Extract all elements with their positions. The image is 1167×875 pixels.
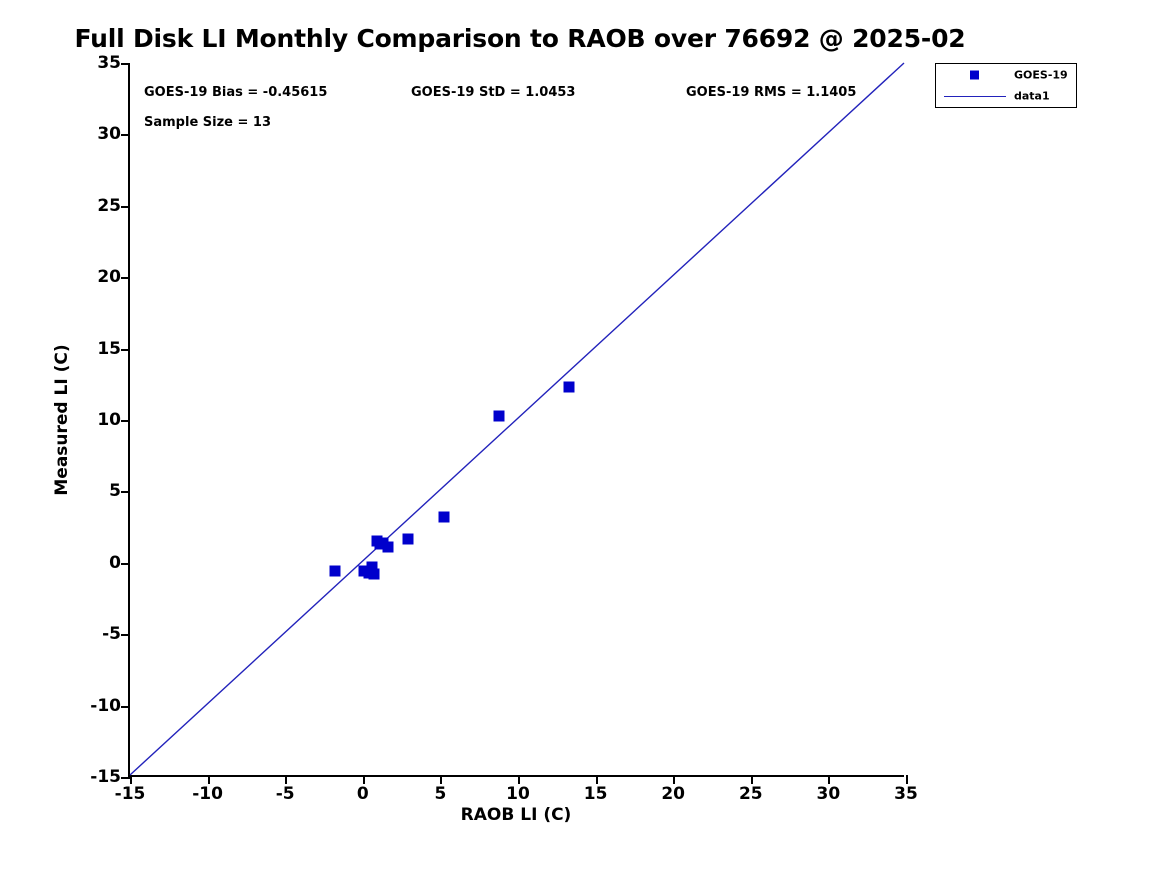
data-point <box>368 568 380 580</box>
y-tick <box>121 491 130 494</box>
x-tick-label: 30 <box>816 784 841 804</box>
data-point <box>438 511 449 523</box>
data-point <box>366 561 378 573</box>
y-tick <box>121 420 130 422</box>
x-tick <box>750 775 753 784</box>
stat-annotation-std: GOES-19 StD = 1.0453 <box>411 85 576 100</box>
y-tick <box>121 205 130 208</box>
legend: GOES-19 data1 <box>935 63 1077 108</box>
y-axis-label: Measured LI (C) <box>52 344 72 496</box>
x-tick <box>518 775 520 784</box>
x-tick <box>130 775 132 784</box>
x-tick-label: 15 <box>583 784 608 804</box>
legend-item[interactable]: data1 <box>936 85 1076 106</box>
y-tick <box>121 348 130 351</box>
y-tick <box>121 562 130 565</box>
legend-item[interactable]: GOES-19 <box>936 64 1076 85</box>
y-tick-label: 35 <box>97 53 121 73</box>
x-axis-label: RAOB LI (C) <box>460 805 572 825</box>
data-point <box>329 565 341 577</box>
x-tick-label: 0 <box>356 784 369 804</box>
legend-line-icon <box>944 95 1006 97</box>
x-tick <box>906 775 908 784</box>
data-point <box>493 410 505 422</box>
y-tick-label: 5 <box>109 481 121 502</box>
y-tick-label: -15 <box>90 767 121 787</box>
stat-annotation-sample_size: Sample Size = 13 <box>144 115 272 130</box>
legend-item-label: data1 <box>1014 89 1050 102</box>
x-tick <box>362 775 365 784</box>
y-tick <box>121 277 130 280</box>
x-tick-label: -15 <box>114 784 146 804</box>
data-point <box>402 533 414 545</box>
stat-annotation-rms: GOES-19 RMS = 1.1405 <box>686 85 857 100</box>
x-tick <box>828 775 831 784</box>
page-title: Full Disk LI Monthly Comparison to RAOB … <box>74 24 966 53</box>
y-tick-label: 25 <box>97 195 121 216</box>
y-tick-label: -10 <box>90 695 121 716</box>
y-tick <box>121 134 130 137</box>
x-tick-label: 35 <box>894 784 918 804</box>
data-point <box>382 541 394 553</box>
plot-area: -15 -10 -5 0 5 10 15 20 25 30 35 -15 -10 -5 0 5 10 15 20 2… <box>90 53 918 804</box>
data-point <box>563 381 575 393</box>
x-tick-label: 10 <box>506 784 530 804</box>
y-tick <box>121 634 130 637</box>
y-tick-label: 0 <box>109 552 121 573</box>
reference-line-layer <box>129 62 905 776</box>
legend-marker-icon <box>970 70 979 79</box>
x-tick-label: 5 <box>434 784 447 804</box>
x-tick <box>673 775 676 784</box>
x-tick-label: 25 <box>738 784 763 804</box>
y-tick <box>121 63 130 65</box>
x-tick <box>440 775 443 784</box>
legend-item-label: GOES-19 <box>1014 68 1068 81</box>
y-tick-label: 10 <box>97 410 121 430</box>
x-tick <box>207 775 210 784</box>
y-tick-label: 20 <box>97 267 121 288</box>
y-tick <box>121 777 130 779</box>
x-tick-label: -5 <box>275 784 295 804</box>
y-tick-label: 15 <box>97 338 121 359</box>
stat-annotation-bias: GOES-19 Bias = -0.45615 <box>144 85 328 100</box>
x-tick <box>595 775 598 784</box>
x-tick <box>285 775 288 784</box>
reference-line <box>129 62 905 776</box>
y-tick-label: -5 <box>102 624 121 645</box>
y-tick-label: 30 <box>97 124 121 145</box>
y-tick <box>121 705 130 708</box>
x-tick-label: 20 <box>661 784 686 804</box>
x-tick-label: -10 <box>192 784 223 804</box>
